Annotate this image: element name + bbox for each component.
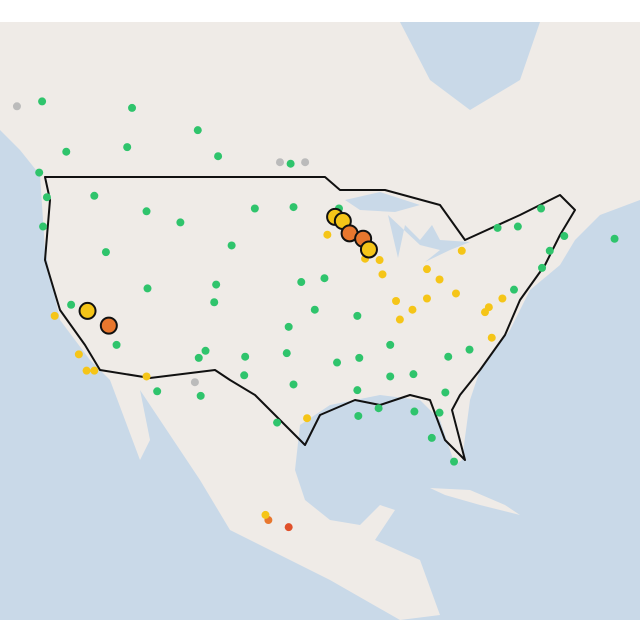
station-marker[interactable] bbox=[457, 246, 466, 255]
station-marker[interactable] bbox=[153, 387, 162, 396]
station-marker[interactable] bbox=[487, 333, 496, 342]
station-marker[interactable] bbox=[441, 388, 450, 397]
station-marker[interactable] bbox=[320, 274, 329, 283]
station-marker[interactable] bbox=[480, 308, 489, 317]
station-marker[interactable] bbox=[176, 218, 185, 227]
station-marker[interactable] bbox=[196, 391, 205, 400]
station-marker[interactable] bbox=[273, 418, 282, 427]
station-marker[interactable] bbox=[378, 270, 387, 279]
station-marker[interactable] bbox=[282, 349, 291, 358]
station-marker[interactable] bbox=[38, 97, 47, 106]
station-marker[interactable] bbox=[210, 298, 219, 307]
station-marker[interactable] bbox=[450, 457, 459, 466]
station-marker[interactable] bbox=[375, 256, 384, 265]
station-marker[interactable] bbox=[610, 234, 619, 243]
station-marker[interactable] bbox=[560, 232, 569, 241]
station-marker[interactable] bbox=[395, 315, 404, 324]
station-marker[interactable] bbox=[537, 204, 546, 213]
marker-layer bbox=[12, 97, 619, 532]
station-marker[interactable] bbox=[250, 204, 259, 213]
station-marker[interactable] bbox=[355, 353, 364, 362]
cuba bbox=[430, 488, 520, 515]
station-marker[interactable] bbox=[354, 411, 363, 420]
station-marker[interactable] bbox=[422, 294, 431, 303]
station-marker[interactable] bbox=[67, 300, 76, 309]
station-marker[interactable] bbox=[62, 147, 71, 156]
station-marker[interactable] bbox=[190, 378, 199, 387]
station-marker[interactable] bbox=[214, 152, 223, 161]
great-lakes bbox=[345, 192, 420, 212]
station-marker[interactable] bbox=[101, 248, 110, 257]
station-marker[interactable] bbox=[498, 294, 507, 303]
station-marker[interactable] bbox=[227, 241, 236, 250]
hudson-bay bbox=[400, 22, 540, 110]
station-marker[interactable] bbox=[12, 102, 21, 111]
station-marker[interactable] bbox=[90, 191, 99, 200]
station-marker[interactable] bbox=[422, 265, 431, 274]
station-marker[interactable] bbox=[409, 370, 418, 379]
station-marker[interactable] bbox=[78, 301, 97, 320]
station-marker[interactable] bbox=[301, 158, 310, 167]
station-marker[interactable] bbox=[42, 193, 51, 202]
station-marker[interactable] bbox=[193, 126, 202, 135]
station-marker[interactable] bbox=[82, 366, 91, 375]
us-border bbox=[44, 176, 576, 461]
station-marker[interactable] bbox=[374, 404, 383, 413]
station-marker[interactable] bbox=[35, 168, 44, 177]
station-marker[interactable] bbox=[201, 346, 210, 355]
station-marker[interactable] bbox=[143, 284, 152, 293]
station-marker[interactable] bbox=[410, 407, 419, 416]
station-marker[interactable] bbox=[240, 371, 249, 380]
station-marker[interactable] bbox=[212, 280, 221, 289]
station-marker[interactable] bbox=[275, 158, 284, 167]
station-marker[interactable] bbox=[289, 380, 298, 389]
station-marker[interactable] bbox=[310, 305, 319, 314]
station-marker[interactable] bbox=[509, 285, 518, 294]
station-marker[interactable] bbox=[286, 159, 295, 168]
station-marker[interactable] bbox=[435, 408, 444, 417]
station-marker[interactable] bbox=[538, 263, 547, 272]
station-marker[interactable] bbox=[323, 230, 332, 239]
great-lakes bbox=[388, 215, 470, 262]
station-marker[interactable] bbox=[50, 311, 59, 320]
station-marker[interactable] bbox=[427, 433, 436, 442]
station-marker[interactable] bbox=[297, 278, 306, 287]
station-marker[interactable] bbox=[39, 222, 48, 231]
station-marker[interactable] bbox=[289, 203, 298, 212]
station-marker[interactable] bbox=[112, 340, 121, 349]
station-marker[interactable] bbox=[451, 289, 460, 298]
station-marker[interactable] bbox=[493, 223, 502, 232]
station-marker[interactable] bbox=[284, 322, 293, 331]
station-marker[interactable] bbox=[303, 414, 312, 423]
station-marker[interactable] bbox=[142, 207, 151, 216]
station-marker[interactable] bbox=[444, 352, 453, 361]
station-marker[interactable] bbox=[435, 275, 444, 284]
station-marker[interactable] bbox=[142, 372, 151, 381]
station-marker[interactable] bbox=[513, 222, 522, 231]
station-marker[interactable] bbox=[194, 353, 203, 362]
station-marker[interactable] bbox=[359, 240, 378, 259]
station-marker[interactable] bbox=[545, 246, 554, 255]
station-marker[interactable] bbox=[128, 103, 137, 112]
station-marker[interactable] bbox=[123, 143, 132, 152]
station-marker[interactable] bbox=[353, 386, 362, 395]
station-marker[interactable] bbox=[261, 510, 270, 519]
station-marker[interactable] bbox=[241, 352, 250, 361]
land bbox=[0, 22, 640, 620]
station-marker[interactable] bbox=[353, 311, 362, 320]
station-marker[interactable] bbox=[386, 340, 395, 349]
station-marker[interactable] bbox=[90, 366, 99, 375]
station-marker[interactable] bbox=[465, 345, 474, 354]
station-marker[interactable] bbox=[392, 296, 401, 305]
station-marker[interactable] bbox=[74, 350, 83, 359]
station-marker[interactable] bbox=[284, 523, 293, 532]
station-marker[interactable] bbox=[408, 305, 417, 314]
station-marker[interactable] bbox=[99, 316, 118, 335]
station-marker[interactable] bbox=[333, 358, 342, 367]
station-marker[interactable] bbox=[386, 372, 395, 381]
